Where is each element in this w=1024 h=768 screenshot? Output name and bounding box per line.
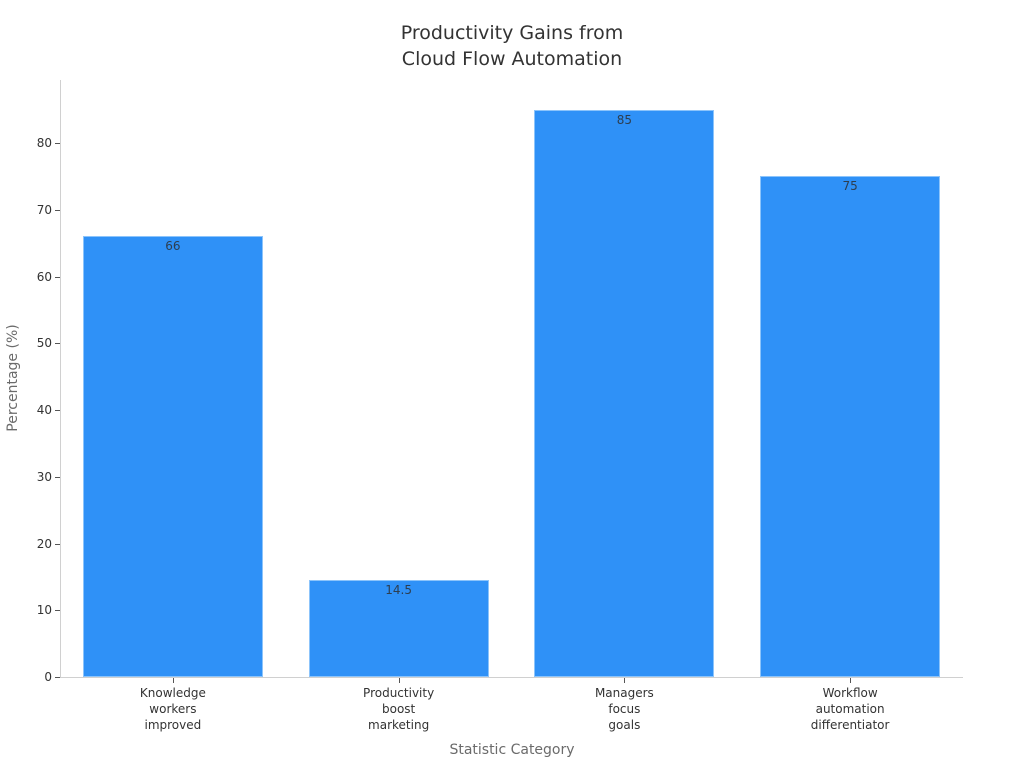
y-axis-line bbox=[60, 80, 61, 678]
x-tick-label: Workflow automation differentiator bbox=[760, 685, 940, 733]
bar[interactable]: 75 bbox=[760, 176, 941, 677]
chart-title-line-1: Productivity Gains from bbox=[400, 22, 624, 44]
y-tick: 30 bbox=[0, 470, 62, 484]
x-tick-mark bbox=[850, 678, 851, 683]
y-tick: 0 bbox=[0, 670, 62, 684]
bar[interactable]: 14.5 bbox=[308, 580, 489, 677]
x-tick-label: Managers focus goals bbox=[534, 685, 714, 733]
x-tick-label: Productivity boost marketing bbox=[309, 685, 489, 733]
x-tick-label-line: boost bbox=[381, 702, 416, 716]
y-tick-label: 30 bbox=[36, 469, 52, 484]
y-tick-label: 10 bbox=[36, 603, 52, 618]
y-tick-mark bbox=[55, 476, 60, 478]
x-tick-mark bbox=[624, 678, 625, 683]
x-tick-label-line: Managers bbox=[594, 686, 654, 700]
y-tick-label: 60 bbox=[36, 269, 52, 284]
y-tick: 50 bbox=[0, 336, 62, 350]
bar-value-label: 85 bbox=[616, 112, 633, 127]
x-axis-line bbox=[60, 677, 963, 678]
y-tick-label: 80 bbox=[36, 136, 52, 150]
x-tick-label-line: Knowledge bbox=[139, 686, 206, 700]
bar[interactable]: 66 bbox=[82, 236, 263, 677]
y-tick: 70 bbox=[0, 203, 62, 217]
y-tick-mark bbox=[55, 276, 60, 278]
bar-value-label: 66 bbox=[165, 239, 181, 254]
x-tick-label-line: Productivity bbox=[363, 686, 435, 700]
chart-title: Productivity Gains from Cloud Flow Autom… bbox=[0, 20, 1024, 72]
y-tick: 60 bbox=[0, 270, 62, 284]
y-tick: 80 bbox=[0, 136, 62, 150]
y-tick-label: 70 bbox=[36, 202, 52, 217]
y-axis-title: Percentage (%) bbox=[5, 324, 21, 432]
x-tick-label-line: focus bbox=[608, 702, 641, 716]
x-tick-label-line: Workflow bbox=[822, 686, 878, 700]
x-tick-label-line: differentiator bbox=[810, 718, 890, 732]
x-tick-label-line: marketing bbox=[368, 718, 430, 732]
y-tick: 20 bbox=[0, 537, 62, 551]
y-tick-mark bbox=[55, 610, 60, 612]
y-tick: 40 bbox=[0, 403, 62, 417]
x-axis-title: Statistic Category bbox=[449, 742, 575, 758]
y-tick-label: 50 bbox=[36, 336, 52, 351]
y-tick-mark bbox=[55, 209, 60, 211]
x-tick-label: Knowledge workers improved bbox=[83, 685, 263, 733]
x-tick-mark bbox=[399, 678, 400, 683]
y-tick-label: 40 bbox=[36, 403, 52, 417]
y-tick-mark bbox=[55, 543, 60, 545]
x-tick-label-line: goals bbox=[608, 718, 641, 732]
y-tick-label: 0 bbox=[44, 670, 52, 684]
y-tick-mark bbox=[55, 343, 60, 345]
x-tick-label-line: automation bbox=[815, 702, 885, 716]
y-tick-mark bbox=[55, 143, 60, 144]
bar[interactable]: 85 bbox=[534, 109, 715, 677]
chart-title-line-2: Cloud Flow Automation bbox=[401, 48, 623, 70]
x-tick-label-line: workers bbox=[149, 702, 197, 716]
x-tick-mark bbox=[173, 678, 174, 683]
y-tick: 10 bbox=[0, 603, 62, 617]
bar-value-label: 75 bbox=[842, 179, 858, 194]
y-tick-label: 20 bbox=[36, 536, 52, 551]
bar-value-label: 14.5 bbox=[385, 583, 412, 598]
y-tick-mark bbox=[55, 677, 60, 678]
y-tick-mark bbox=[55, 410, 60, 411]
x-tick-label-line: improved bbox=[144, 718, 202, 732]
